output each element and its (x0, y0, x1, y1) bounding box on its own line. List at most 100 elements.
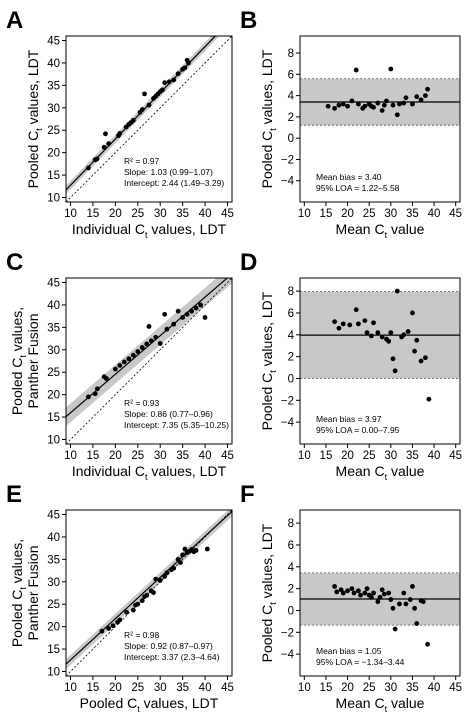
stat-annotation: Mean bias = 1.05 (316, 646, 382, 656)
data-point (110, 623, 116, 629)
x-tick-label: 35 (176, 208, 189, 220)
data-point (355, 321, 361, 327)
data-point (130, 607, 136, 613)
x-axis-label: Individual Ct values, LDT (72, 463, 227, 482)
data-point (390, 605, 396, 611)
stat-annotation: 95% LOA = 1.22–5.58 (316, 183, 400, 193)
data-point (392, 368, 398, 374)
panel-c: 10 15 20 25 30 35 40 451015202530354045Individu… (6, 249, 234, 482)
y-tick-label: 30 (47, 103, 60, 115)
data-point (101, 144, 107, 150)
x-tick-label: 40 (199, 682, 212, 694)
data-point (160, 87, 165, 93)
y-tick-label: 30 (47, 345, 60, 357)
x-tick-label: 10 (64, 450, 77, 462)
x-tick-label: 25 (131, 450, 144, 462)
y-tick-label: −2 (281, 395, 294, 407)
x-tick-label: 15 (320, 450, 333, 462)
plot-frame (299, 35, 461, 203)
data-point (423, 93, 428, 98)
y-tick-label: 15 (47, 170, 60, 182)
data-point (202, 315, 208, 320)
y-tick-label: −4 (281, 649, 295, 661)
stat-annotation: 95% LOA = −1.34–3.44 (316, 657, 405, 667)
stat-annotation: Slope: 0.92 (0.87–0.97) (124, 641, 213, 651)
data-point (412, 348, 417, 354)
data-point (390, 356, 396, 362)
y-tick-label: 25 (47, 125, 60, 137)
y-tick-label: 8 (288, 518, 294, 530)
data-point (379, 108, 385, 113)
data-point (405, 329, 411, 334)
data-point (92, 391, 98, 397)
panel-d: 10 15 20 25 30 35 40 45 −4 −2 0 2 4 6 8 Mean Ct value Po… (240, 249, 462, 482)
data-point (204, 546, 210, 552)
data-point (135, 601, 141, 607)
x-tick-label: 15 (320, 208, 333, 220)
x-tick-label: 10 (64, 682, 77, 694)
data-point (362, 590, 368, 596)
data-point (362, 318, 368, 323)
x-axis-label: Individual Ct values, LDT (72, 221, 227, 240)
plot-frame (299, 277, 461, 445)
panel-letter: A (6, 7, 23, 34)
y-axis-label: Pooled Ct values, LDT (259, 523, 278, 662)
data-point (364, 330, 370, 336)
y-tick-label: 30 (47, 577, 60, 589)
data-point (390, 102, 396, 108)
y-tick-label: 40 (47, 532, 60, 544)
data-point (375, 100, 381, 106)
y-tick-label: 2 (288, 584, 294, 596)
data-point (175, 308, 181, 314)
x-tick-label: 10 (298, 450, 311, 462)
data-point (397, 601, 402, 607)
x-axis-label: Mean Ct value (336, 695, 425, 714)
identity-line (66, 510, 232, 676)
data-point (144, 592, 150, 598)
data-point (353, 67, 359, 73)
data-point (349, 586, 355, 592)
x-tick-label: 15 (87, 208, 100, 220)
data-point (410, 101, 415, 107)
data-point (375, 599, 381, 605)
plot-area (66, 36, 232, 202)
data-point (394, 112, 400, 118)
regression-line (66, 510, 232, 665)
y-tick-label: −4 (281, 417, 295, 429)
x-tick-label: 25 (131, 682, 144, 694)
data-point (371, 104, 376, 110)
x-tick-label: 45 (221, 450, 234, 462)
data-point (121, 359, 127, 365)
y-tick-label: −2 (281, 627, 294, 639)
stat-annotation: Intercept: 2.44 (1.49–3.29) (124, 178, 224, 188)
data-point (162, 574, 168, 579)
data-point (86, 394, 91, 400)
x-tick-label: 35 (406, 682, 419, 694)
x-tick-label: 20 (341, 450, 354, 462)
plot-area (300, 66, 460, 126)
data-point (112, 366, 118, 372)
data-point (407, 597, 413, 602)
y-tick-label: 15 (47, 412, 60, 424)
stat-annotation: R² = 0.93 (124, 398, 159, 408)
y-tick-label: 4 (288, 562, 295, 574)
data-point (86, 165, 91, 171)
x-tick-label: 30 (384, 682, 397, 694)
data-point (349, 98, 355, 104)
y-tick-label: 25 (47, 599, 60, 611)
data-point (418, 358, 424, 364)
x-tick-label: 25 (363, 208, 376, 220)
stat-annotation: R² = 0.97 (124, 156, 159, 166)
data-point (153, 334, 159, 340)
y-axis-label: Pooled Ct values, (9, 307, 28, 415)
x-tick-label: 25 (363, 450, 376, 462)
data-point (103, 131, 108, 137)
stat-annotation: Mean bias = 3.40 (316, 172, 382, 182)
x-tick-label: 10 (298, 682, 311, 694)
data-point (178, 560, 183, 565)
y-tick-label: 6 (288, 69, 294, 81)
x-tick-label: 40 (428, 450, 441, 462)
stat-annotation: Slope: 1.03 (0.99–1.07) (124, 167, 213, 177)
panel-letter: C (6, 249, 23, 276)
x-tick-label: 10 (64, 208, 77, 220)
